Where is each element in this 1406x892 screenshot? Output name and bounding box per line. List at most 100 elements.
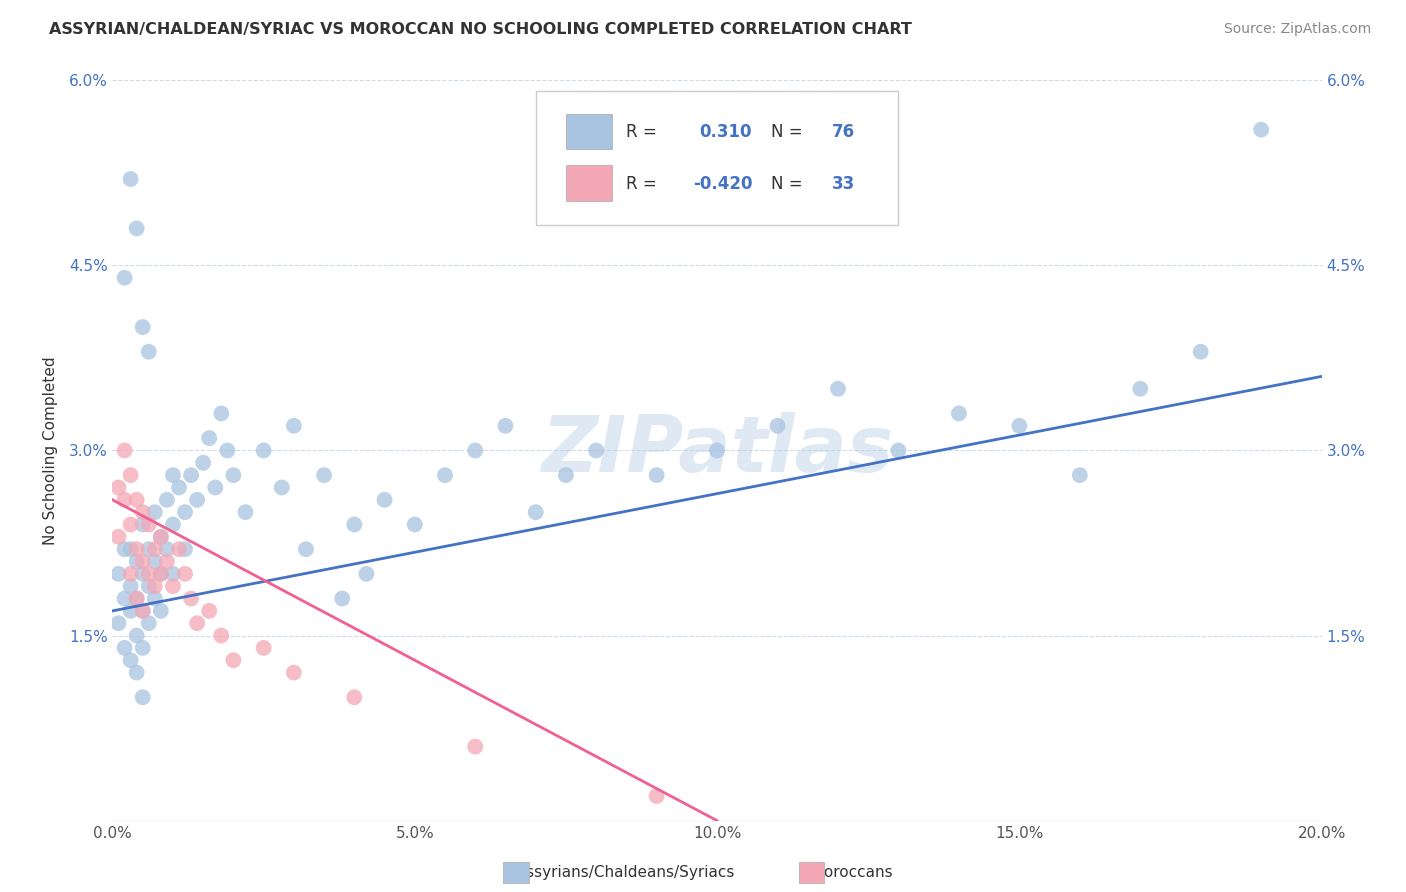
Point: [186, 616, 208, 631]
Point: [149, 530, 172, 544]
Point: [120, 604, 142, 618]
Point: [283, 418, 305, 433]
Point: [209, 628, 232, 642]
Point: [174, 505, 197, 519]
Point: [343, 517, 366, 532]
Point: [766, 418, 789, 433]
Point: [114, 542, 136, 557]
Point: [180, 591, 202, 606]
Point: [138, 542, 160, 557]
Point: [162, 468, 184, 483]
Point: [107, 616, 129, 631]
Point: [1129, 382, 1152, 396]
Point: [143, 579, 166, 593]
Point: [138, 616, 160, 631]
Point: [125, 665, 148, 680]
Point: [374, 492, 396, 507]
Point: [132, 690, 155, 705]
Point: [138, 566, 160, 581]
Text: ZIPatlas: ZIPatlas: [541, 412, 893, 489]
Point: [132, 604, 155, 618]
Text: Moroccans: Moroccans: [801, 865, 893, 880]
Point: [235, 505, 257, 519]
FancyBboxPatch shape: [536, 91, 898, 225]
Point: [125, 554, 148, 569]
FancyBboxPatch shape: [565, 165, 612, 201]
Point: [125, 492, 148, 507]
Point: [114, 270, 136, 285]
Point: [107, 480, 129, 494]
Point: [138, 344, 160, 359]
Point: [222, 653, 245, 667]
Point: [217, 443, 239, 458]
Point: [253, 640, 276, 655]
Point: [706, 443, 728, 458]
Point: [645, 468, 668, 483]
Point: [330, 591, 353, 606]
Point: [167, 542, 190, 557]
Point: [149, 604, 172, 618]
Point: [114, 443, 136, 458]
Point: [222, 468, 245, 483]
Point: [186, 492, 208, 507]
Point: [132, 604, 155, 618]
Point: [162, 579, 184, 593]
Text: -0.420: -0.420: [693, 175, 752, 193]
Point: [180, 468, 202, 483]
Point: [132, 566, 155, 581]
Point: [107, 566, 129, 581]
Point: [1069, 468, 1091, 483]
Point: [283, 665, 305, 680]
Point: [120, 566, 142, 581]
Point: [167, 480, 190, 494]
Point: [1008, 418, 1031, 433]
Point: [138, 517, 160, 532]
Point: [107, 530, 129, 544]
Point: [138, 579, 160, 593]
Point: [120, 653, 142, 667]
Point: [125, 591, 148, 606]
Point: [404, 517, 426, 532]
Point: [125, 221, 148, 235]
Point: [114, 640, 136, 655]
Point: [554, 468, 576, 483]
Point: [1250, 122, 1272, 136]
Point: [114, 591, 136, 606]
Point: [464, 443, 486, 458]
Point: [156, 542, 179, 557]
Point: [156, 492, 179, 507]
Point: [253, 443, 276, 458]
Point: [143, 542, 166, 557]
Point: [143, 554, 166, 569]
FancyBboxPatch shape: [565, 113, 612, 149]
Point: [120, 172, 142, 186]
Point: [132, 517, 155, 532]
Point: [143, 505, 166, 519]
Point: [125, 628, 148, 642]
Point: [156, 554, 179, 569]
Text: 76: 76: [832, 123, 855, 141]
Point: [827, 382, 849, 396]
Point: [143, 591, 166, 606]
Point: [120, 468, 142, 483]
Point: [162, 517, 184, 532]
Point: [295, 542, 318, 557]
Point: [433, 468, 456, 483]
Point: [149, 566, 172, 581]
Text: ASSYRIAN/CHALDEAN/SYRIAC VS MOROCCAN NO SCHOOLING COMPLETED CORRELATION CHART: ASSYRIAN/CHALDEAN/SYRIAC VS MOROCCAN NO …: [49, 22, 912, 37]
Text: 0.310: 0.310: [699, 123, 751, 141]
Point: [314, 468, 336, 483]
Point: [209, 407, 232, 421]
Point: [270, 480, 292, 494]
Point: [120, 517, 142, 532]
Text: R =: R =: [626, 123, 662, 141]
Point: [174, 566, 197, 581]
Point: [343, 690, 366, 705]
Point: [132, 505, 155, 519]
Point: [174, 542, 197, 557]
Point: [204, 480, 226, 494]
Text: N =: N =: [772, 175, 808, 193]
Point: [495, 418, 517, 433]
Point: [149, 566, 172, 581]
Point: [887, 443, 910, 458]
